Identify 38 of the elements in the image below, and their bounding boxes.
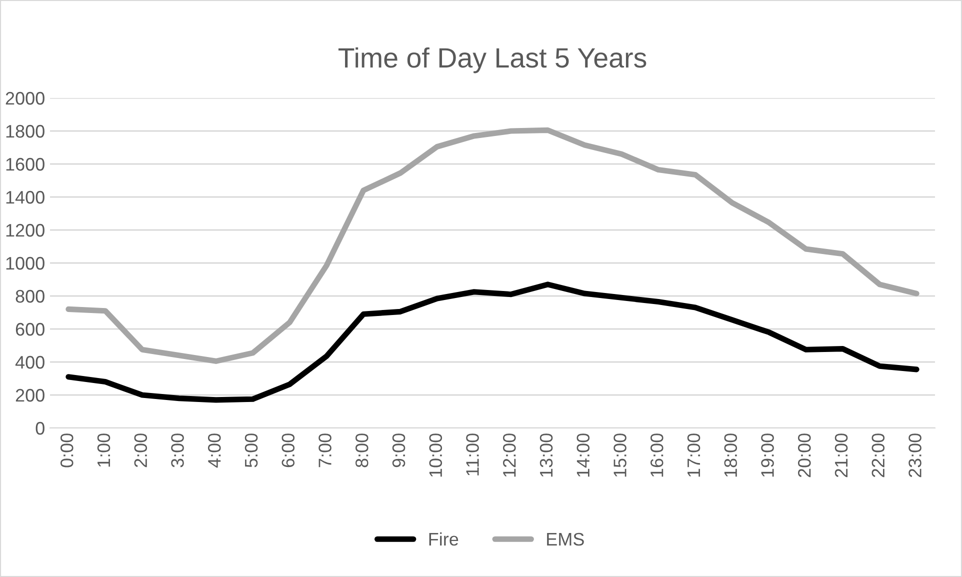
y-tick-label: 1400 [6,190,44,204]
y-tick-label: 800 [16,290,44,303]
x-tick-label: 23:00 [908,434,922,478]
chart-title: Time of Day Last 5 Years [338,47,646,74]
x-tick-label: 9:00 [392,434,406,468]
x-tick-label: 7:00 [318,434,332,468]
x-tick-label: 1:00 [97,434,110,467]
x-tick-label: 6:00 [282,434,295,468]
x-tick-label: 3:00 [171,434,184,468]
legend-label: Fire [429,532,458,546]
x-tick-label: 4:00 [208,434,221,468]
x-tick-label: 10:00 [429,434,442,477]
x-tick-label: 16:00 [650,434,664,477]
x-tick-label: 15:00 [614,434,626,477]
y-tick-label: 1200 [6,224,44,237]
y-tick-label: 1800 [6,124,44,138]
y-tick-label: 400 [15,356,44,369]
legend-label: EMS [547,532,584,546]
x-tick-label: 21:00 [834,434,848,478]
x-tick-label: 2:00 [134,434,148,468]
x-tick-label: 5:00 [244,434,258,468]
x-tick-label: 18:00 [724,434,738,477]
x-tick-label: 13:00 [540,434,553,477]
x-tick-label: 19:00 [761,434,774,477]
x-tick-label: 11:00 [466,434,479,476]
x-tick-label: 12:00 [503,434,516,477]
x-tick-label: 17:00 [687,434,700,477]
y-tick-label: 1600 [6,158,44,171]
y-tick-label: 0 [36,422,44,435]
x-tick-label: 20:00 [798,434,811,478]
x-tick-label: 0:00 [60,434,74,468]
y-tick-label: 1000 [6,256,44,270]
y-tick-label: 2000 [6,92,44,105]
x-tick-label: 8:00 [356,434,368,468]
y-tick-label: 600 [16,322,44,336]
x-tick-label: 14:00 [576,434,590,477]
y-tick-label: 200 [16,388,44,402]
x-tick-label: 22:00 [872,434,885,478]
